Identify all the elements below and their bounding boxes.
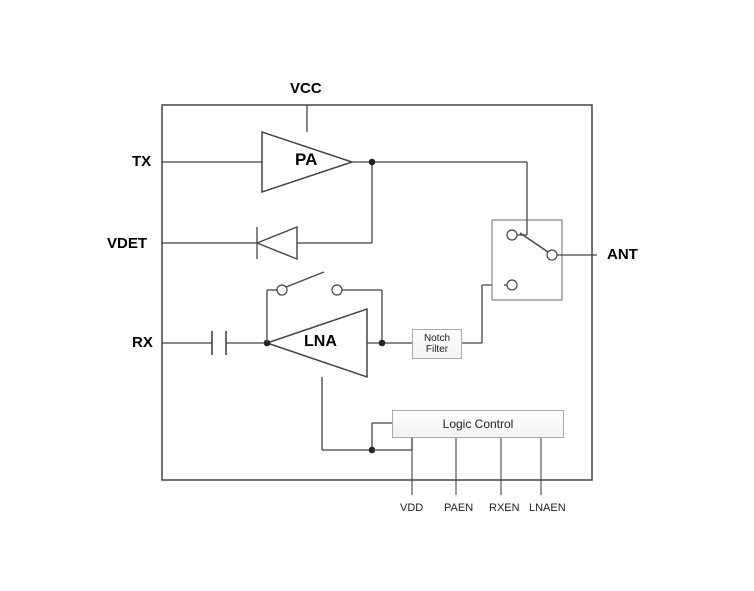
- label-vdet: VDET: [107, 235, 147, 252]
- pin-label-rxen: RXEN: [489, 502, 520, 514]
- block-label-pa: PA: [295, 150, 317, 170]
- pin-label-vdd: VDD: [400, 502, 423, 514]
- label-ant: ANT: [607, 246, 638, 263]
- block-logic-control: Logic Control: [392, 410, 564, 438]
- label-vcc: VCC: [290, 80, 322, 97]
- label-rx: RX: [132, 334, 153, 351]
- label-tx: TX: [132, 153, 151, 170]
- block-label-lna: LNA: [304, 333, 337, 351]
- block-notch-filter: NotchFilter: [412, 329, 462, 359]
- pin-label-lnaen: LNAEN: [529, 502, 566, 514]
- pin-label-paen: PAEN: [444, 502, 473, 514]
